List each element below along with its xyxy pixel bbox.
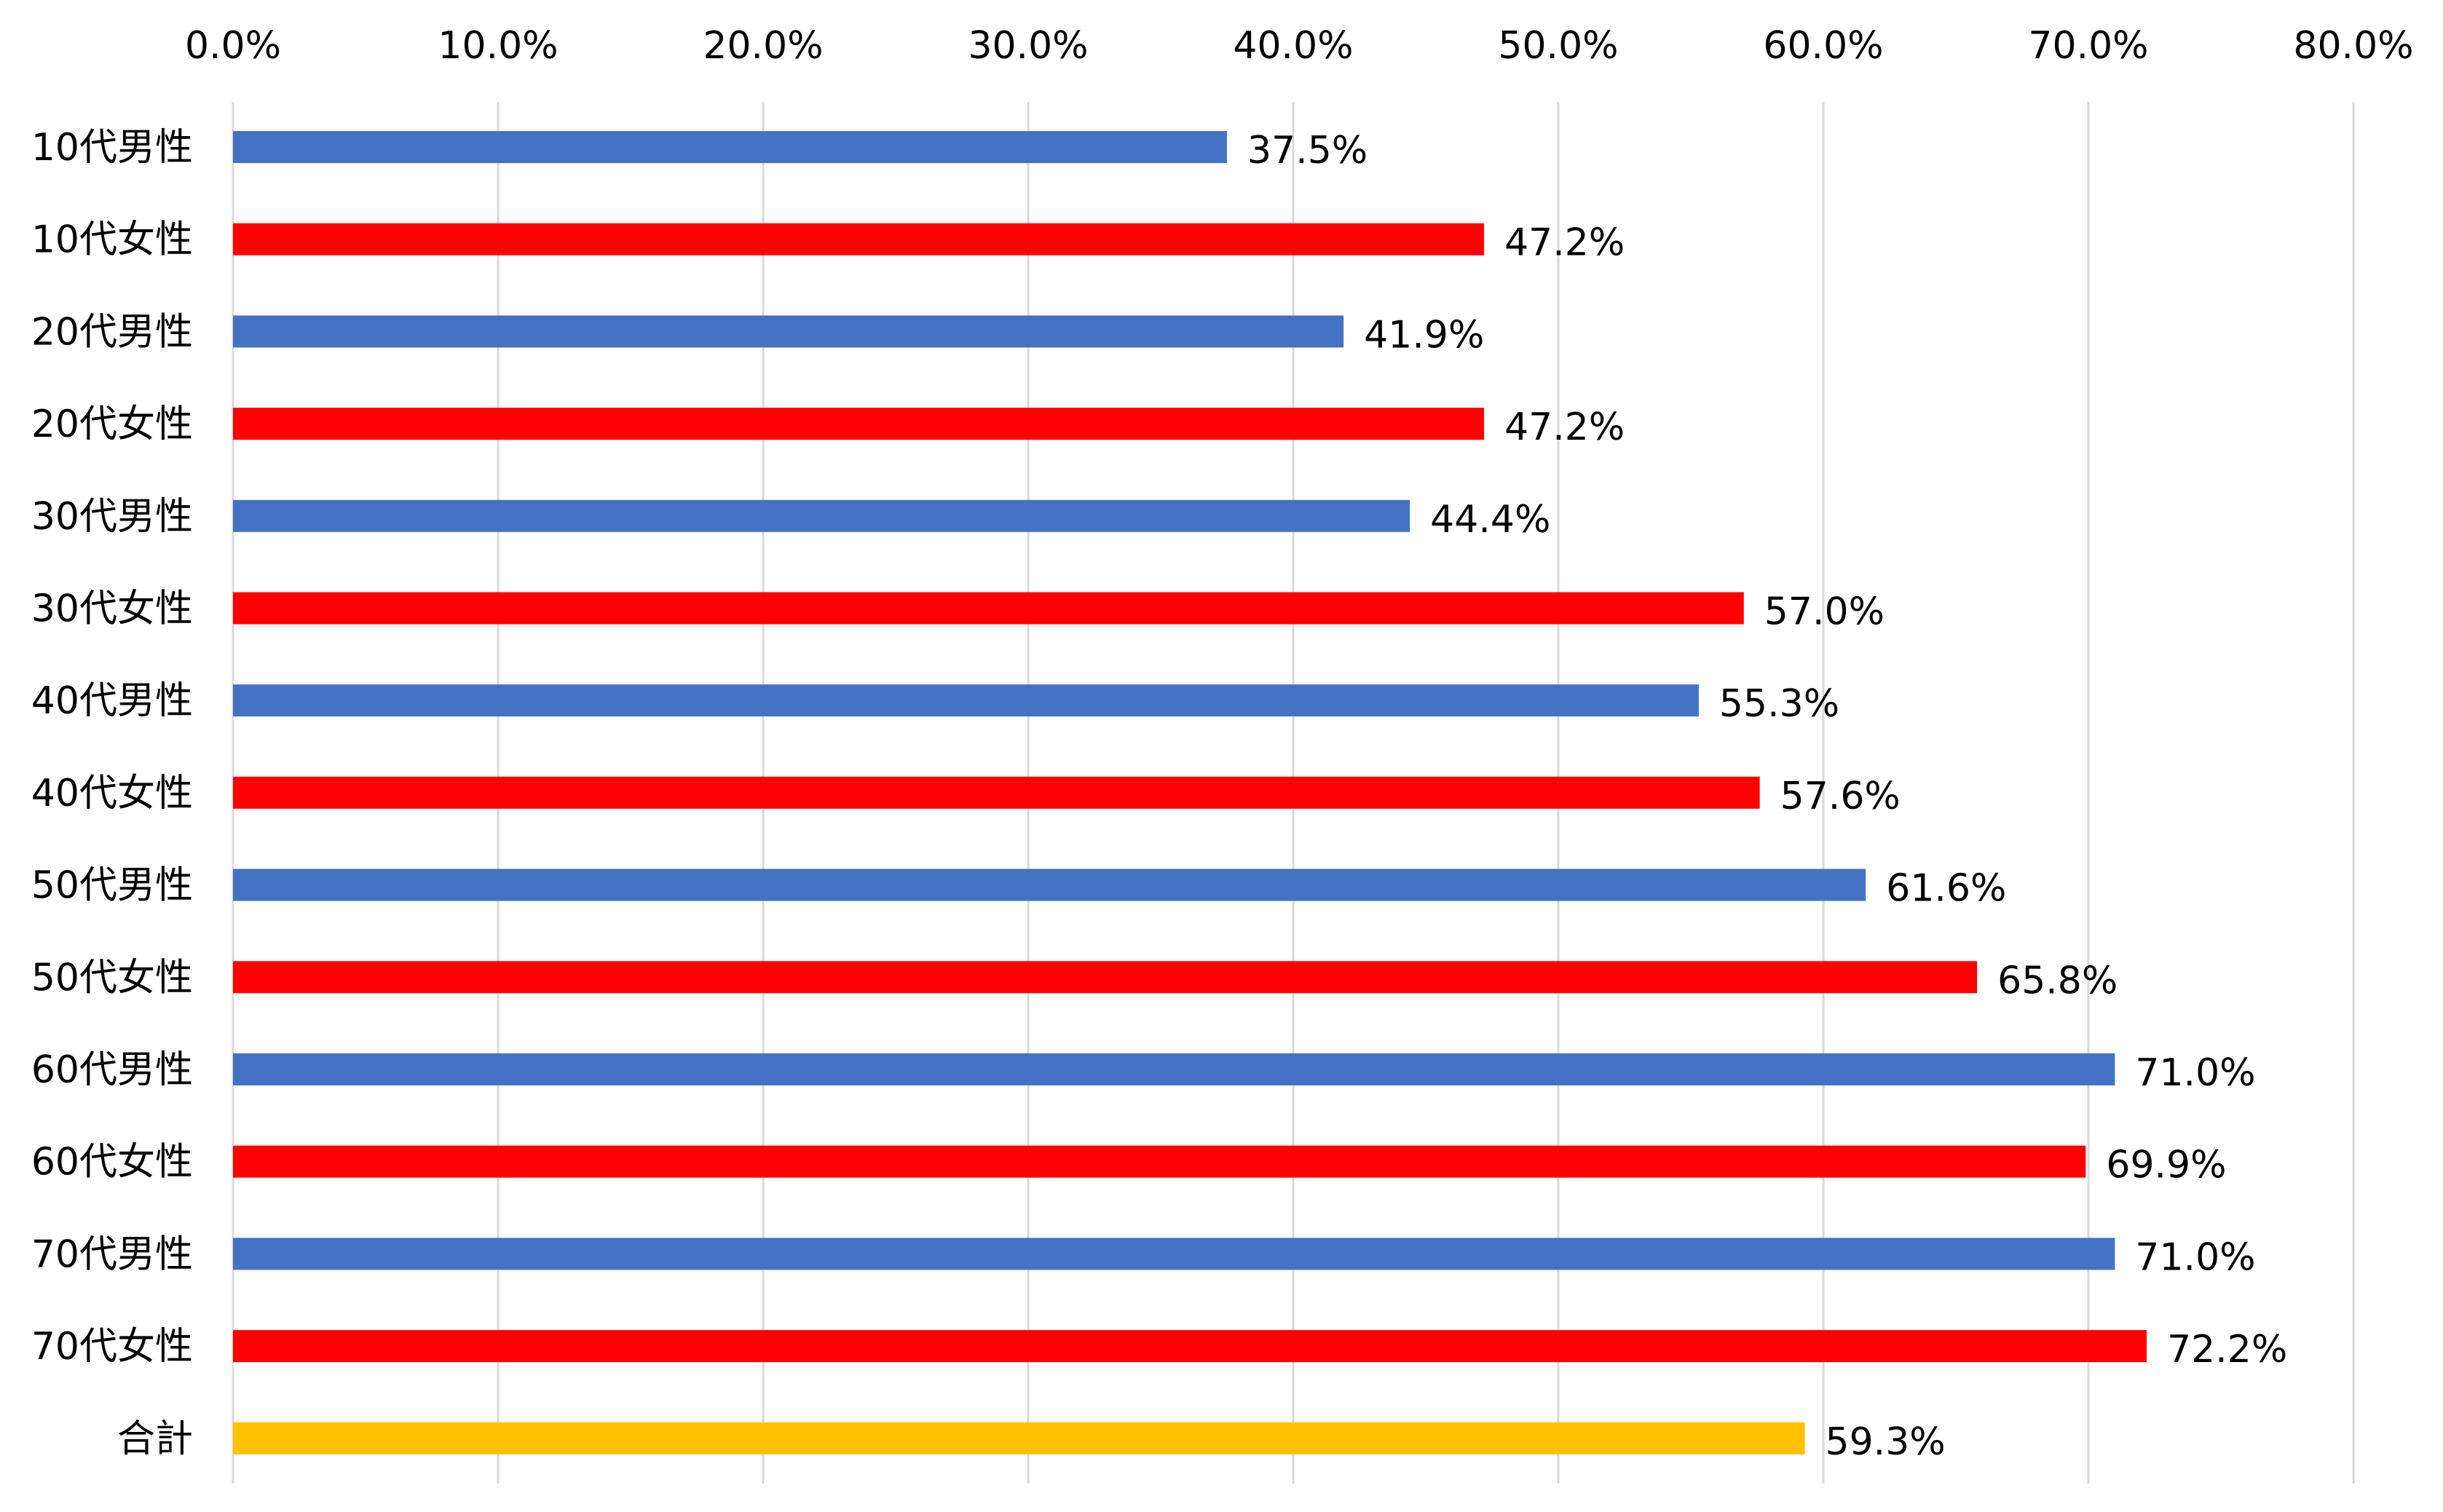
data-label: 59.3% (1826, 1420, 1946, 1464)
x-axis-tick-labels: 0.0% 10.0% 20.0% 30.0% 40.0% 50.0% 60.0% 70.0% 8… (185, 24, 2414, 68)
x-tick-label: 10.0% (438, 24, 558, 68)
bar-total (233, 1422, 1805, 1454)
bars (233, 131, 2147, 1454)
bar-female (233, 223, 1485, 256)
bar-female (233, 592, 1744, 625)
x-tick-label: 40.0% (1233, 24, 1353, 68)
data-label: 47.2% (1504, 221, 1625, 265)
bar-female (233, 961, 1978, 994)
bar-female (233, 1145, 2086, 1178)
x-tick-label: 0.0% (185, 24, 281, 68)
category-label: 30代女性 (31, 587, 193, 631)
data-label: 57.0% (1764, 590, 1884, 634)
bar-male (233, 315, 1344, 348)
category-label: 60代男性 (31, 1048, 193, 1092)
data-label: 72.2% (2167, 1328, 2287, 1372)
category-label: 合計 (117, 1417, 193, 1461)
data-label: 41.9% (1364, 313, 1484, 357)
data-label: 55.3% (1719, 682, 1839, 726)
bar-male (233, 1238, 2115, 1270)
x-tick-label: 20.0% (703, 24, 823, 68)
category-label: 50代女性 (31, 956, 193, 1000)
category-label: 70代男性 (31, 1232, 193, 1276)
bar-male (233, 684, 1699, 717)
x-tick-label: 60.0% (1763, 24, 1883, 68)
bar-male (233, 499, 1410, 532)
x-tick-label: 30.0% (968, 24, 1088, 68)
category-label: 20代女性 (31, 403, 193, 446)
x-tick-label: 50.0% (1498, 24, 1618, 68)
data-labels: 37.5% 47.2% 41.9% 47.2% 44.4% 57.0% 55.3% 57.6%… (1247, 129, 2287, 1464)
bar-female (233, 408, 1485, 440)
bar-male (233, 131, 1227, 163)
category-labels: 10代男性 10代女性 20代男性 20代女性 30代男性 30代女性 40代男性 40代女性… (31, 126, 193, 1461)
category-label: 40代男性 (31, 679, 193, 723)
category-label: 40代女性 (31, 772, 193, 815)
data-label: 47.2% (1504, 405, 1625, 449)
category-label: 30代男性 (31, 495, 193, 539)
data-label: 44.4% (1430, 498, 1550, 542)
data-label: 71.0% (2135, 1051, 2255, 1095)
bar-male (233, 1053, 2115, 1085)
data-label: 69.9% (2106, 1144, 2226, 1187)
bar-female (233, 1330, 2147, 1363)
x-tick-label: 80.0% (2293, 24, 2413, 68)
x-tick-label: 70.0% (2028, 24, 2148, 68)
data-label: 71.0% (2135, 1235, 2255, 1279)
data-label: 61.6% (1886, 867, 2006, 911)
bar-male (233, 868, 1866, 901)
category-label: 10代女性 (31, 218, 193, 262)
category-label: 60代女性 (31, 1141, 193, 1184)
category-label: 50代男性 (31, 864, 193, 908)
bar-female (233, 776, 1760, 809)
data-label: 65.8% (1997, 959, 2118, 1002)
category-label: 20代男性 (31, 310, 193, 354)
data-label: 57.6% (1780, 775, 1901, 818)
category-label: 70代女性 (31, 1325, 193, 1369)
data-label: 37.5% (1247, 129, 1367, 173)
category-label: 10代男性 (31, 126, 193, 170)
